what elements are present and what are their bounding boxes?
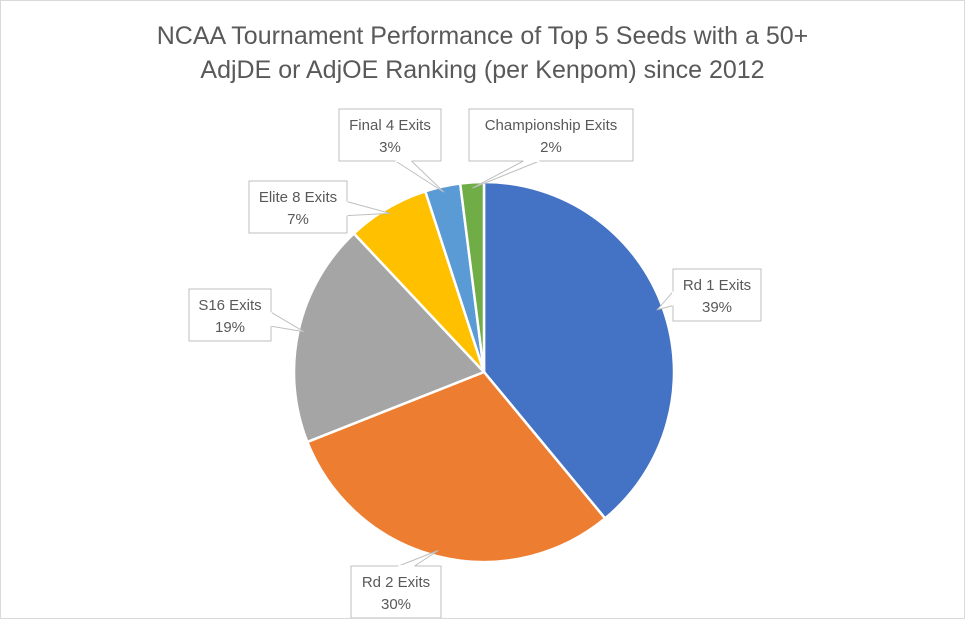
callout-box (248, 180, 348, 234)
callout-box (468, 108, 634, 162)
pie-slices (292, 180, 676, 564)
chart-title: NCAA Tournament Performance of Top 5 See… (1, 19, 964, 87)
callout-elite-8-exits: Elite 8 Exits 7% (248, 180, 391, 234)
callout-s16-exits: S16 Exits 19% (188, 288, 305, 342)
callout-pointer (270, 311, 305, 333)
slice-value-label: 19% (215, 319, 245, 336)
callout-pointer (346, 200, 391, 217)
slice-label: Championship Exits (485, 117, 618, 134)
chart-title-line-2: AdjDE or AdjOE Ranking (per Kenpom) sinc… (200, 56, 765, 84)
callout-rd-2-exits: Rd 2 Exits 30% (350, 550, 442, 618)
slice-value-label: 30% (381, 596, 411, 613)
slice-label: Rd 2 Exits (362, 574, 430, 591)
slice-label: S16 Exits (198, 297, 261, 314)
slice-value-label: 7% (287, 211, 309, 228)
pie-slice-rd-2-exits (305, 370, 607, 564)
callout-final-4-exits: Final 4 Exits 3% (338, 108, 445, 193)
callout-box (338, 108, 442, 162)
callout-pointer (393, 160, 445, 193)
slice-label: Rd 1 Exits (683, 277, 751, 294)
callout-rd-1-exits: Rd 1 Exits 39% (655, 268, 762, 322)
callout-pointer (398, 550, 439, 567)
callout-box (350, 565, 442, 618)
callout-championship-exits: Championship Exits 2% (468, 108, 634, 189)
slice-value-label: 3% (379, 139, 401, 156)
slice-value-label: 39% (702, 299, 732, 316)
slice-label: Final 4 Exits (349, 117, 431, 134)
chart-title-line-1: NCAA Tournament Performance of Top 5 See… (156, 22, 809, 50)
slice-value-label: 2% (540, 139, 562, 156)
slice-label: Elite 8 Exits (259, 189, 337, 206)
data-labels: Rd 1 Exits 39% Rd 2 Exits 30% S16 Exits 19% El… (188, 108, 762, 618)
